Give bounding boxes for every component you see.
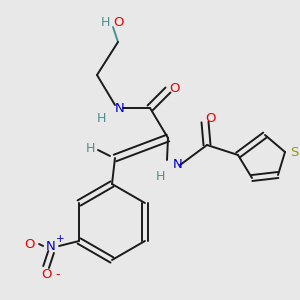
Text: N: N [46,239,56,253]
Text: O: O [113,16,123,28]
Text: S: S [290,146,298,158]
Text: H: H [85,142,95,154]
Text: O: O [206,112,216,125]
Text: H: H [100,16,110,28]
Text: +: + [56,234,64,244]
Text: N: N [173,158,183,172]
Text: O: O [24,238,34,250]
Text: N: N [115,101,125,115]
Text: H: H [155,170,165,184]
Text: O: O [41,268,51,281]
Text: O: O [169,82,179,94]
Text: -: - [56,268,60,281]
Text: H: H [96,112,106,124]
